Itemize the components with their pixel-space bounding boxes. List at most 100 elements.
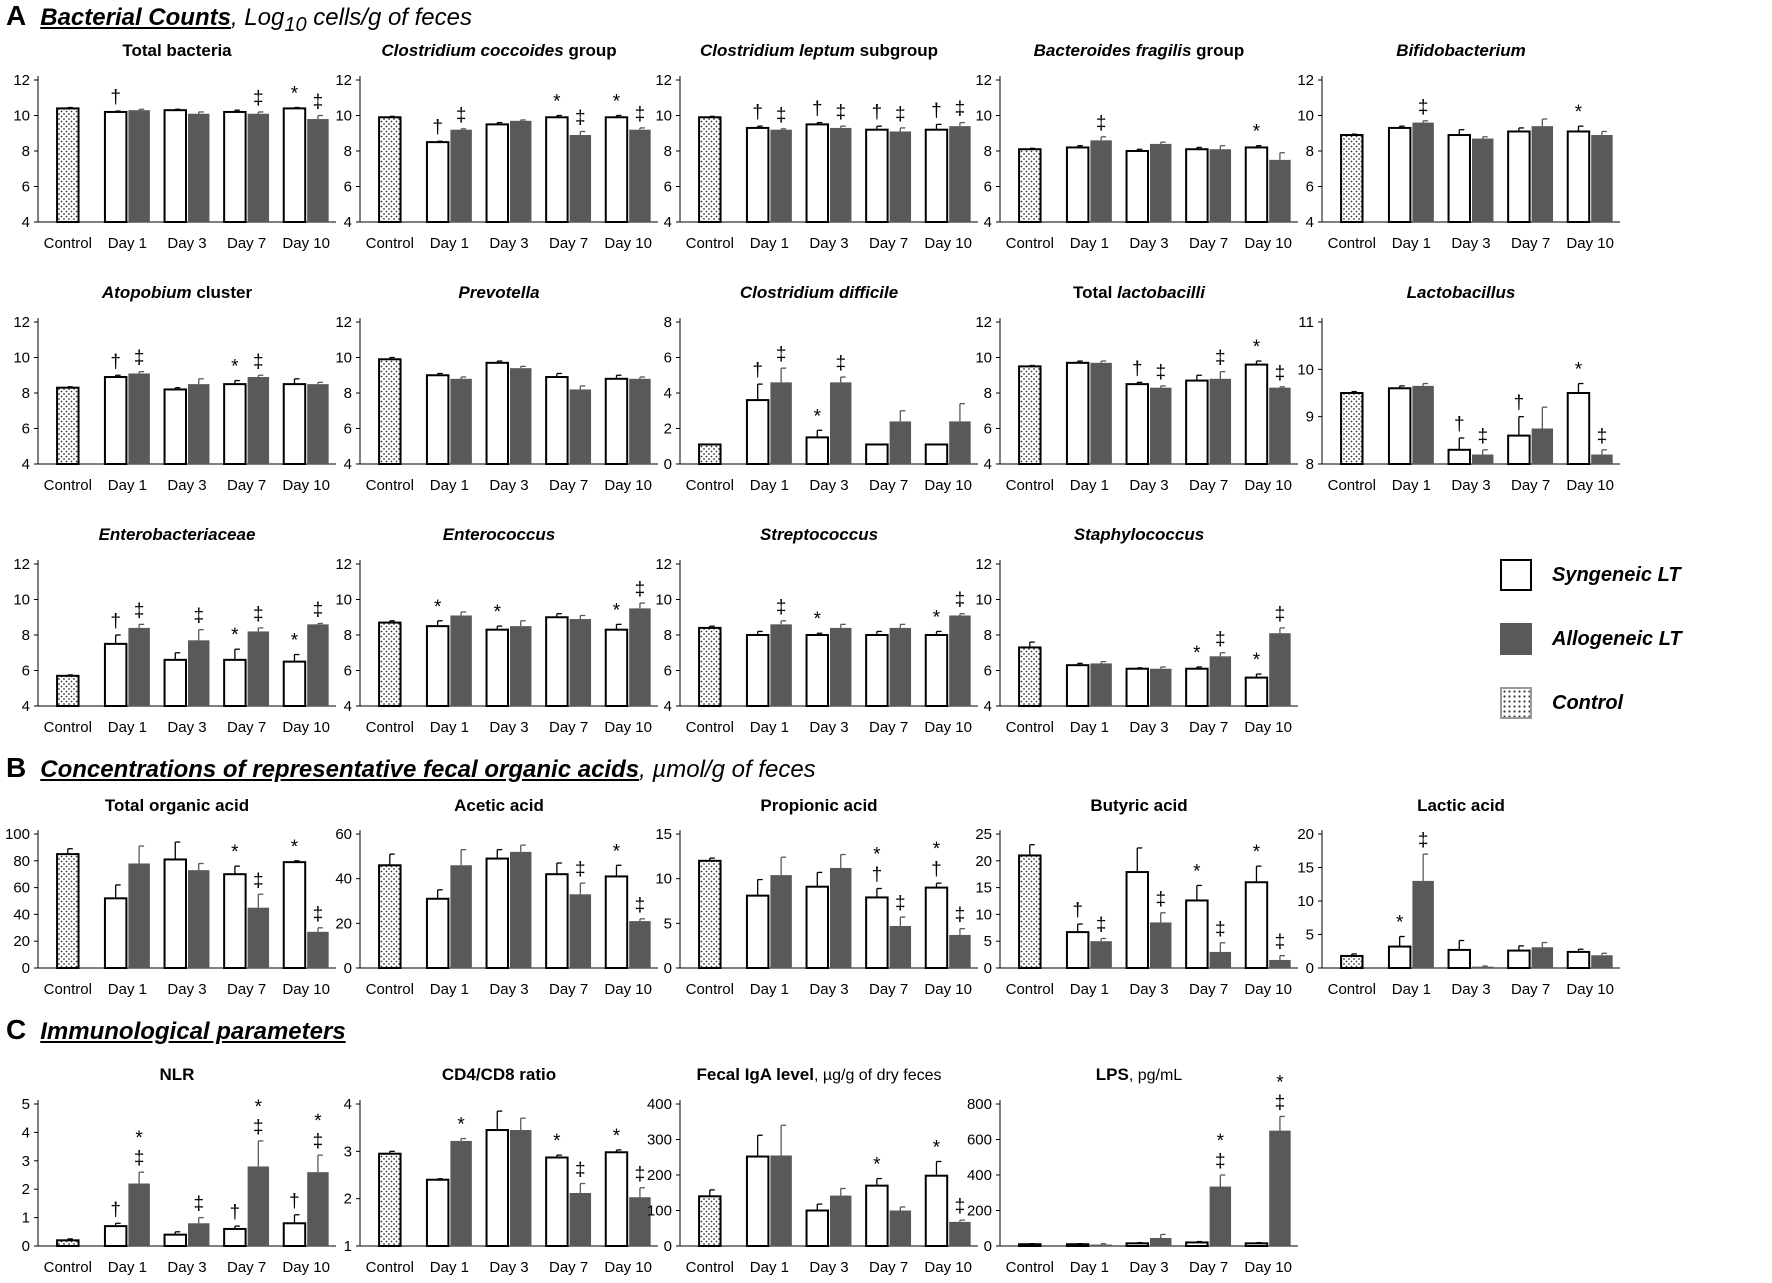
x-tick-label: Day 3 <box>167 981 206 998</box>
y-tick-label: 0 <box>1306 960 1314 977</box>
y-tick-label: 12 <box>13 72 30 89</box>
x-tick-label: Control <box>686 235 734 252</box>
significance-mark: ‡ <box>134 1148 145 1169</box>
bar-allogeneic <box>1090 941 1112 968</box>
significance-mark: ‡ <box>253 88 264 109</box>
y-tick-label: 10 <box>975 350 992 367</box>
bar-syngeneic <box>103 1225 128 1247</box>
bar-chart-panel: Clostridium difficile 0 2 4 6 8 Control Day 1 Da… <box>664 283 978 494</box>
legend-swatch-control <box>1500 687 1532 719</box>
bar-allogeneic <box>889 421 912 464</box>
significance-mark: * <box>1253 122 1261 143</box>
y-tick-label: 15 <box>1297 860 1314 877</box>
chart-title: Propionic acid <box>760 796 877 815</box>
chart-title: Staphylococcus <box>1074 525 1204 544</box>
bar-allogeneic <box>889 926 912 968</box>
bar-chart-panel: Clostridium coccoides group 4 6 8 10 12 Contro… <box>335 41 658 252</box>
bar-chart-panel: Prevotella 4 6 8 10 12 Control Day 1 Day 3 Day 7 D… <box>335 283 658 494</box>
bar-allogeneic <box>569 135 592 222</box>
bar-syngeneic <box>103 642 128 707</box>
x-tick-label: Day 10 <box>282 235 330 252</box>
x-tick-label: Day 7 <box>227 1259 266 1276</box>
bar-control <box>698 116 722 223</box>
significance-mark: † <box>1072 900 1083 921</box>
y-tick-label: 8 <box>22 385 30 402</box>
bar-syngeneic <box>865 896 889 970</box>
significance-mark: * <box>933 1138 941 1159</box>
x-tick-label: Day 7 <box>1189 719 1228 736</box>
significance-mark: ‡ <box>1215 1151 1226 1172</box>
x-tick-label: Day 10 <box>1244 235 1292 252</box>
bar-allogeneic <box>1090 140 1112 222</box>
significance-mark: * <box>314 1111 322 1132</box>
significance-mark: ‡ <box>955 590 966 611</box>
x-tick-label: Control <box>44 1259 92 1276</box>
bar-allogeneic <box>889 627 912 706</box>
bar-allogeneic <box>569 389 592 464</box>
bar-allogeneic <box>1209 1186 1232 1246</box>
significance-mark: ‡ <box>635 104 646 125</box>
y-tick-label: 10 <box>975 108 992 125</box>
chart-title: Lactic acid <box>1417 796 1505 815</box>
bar-syngeneic <box>223 658 247 707</box>
chart-title: Streptococcus <box>760 525 878 544</box>
bar-syngeneic <box>1447 948 1471 969</box>
bar-allogeneic <box>949 421 971 464</box>
x-tick-label: Day 3 <box>809 981 848 998</box>
bar-syngeneic <box>924 1174 949 1247</box>
chart-title: CD4/CD8 ratio <box>442 1065 556 1084</box>
chart-title: Fecal IgA level, µg/g of dry feces <box>697 1065 942 1084</box>
bar-syngeneic <box>485 628 510 707</box>
x-tick-label: Day 7 <box>869 981 908 998</box>
x-tick-label: Day 10 <box>604 235 652 252</box>
x-tick-label: Day 10 <box>1566 477 1614 494</box>
bar-syngeneic <box>163 109 188 223</box>
x-tick-label: Day 7 <box>549 981 588 998</box>
x-tick-label: Control <box>1006 477 1054 494</box>
bar-syngeneic <box>745 894 770 970</box>
x-tick-label: Day 1 <box>750 719 789 736</box>
bar-allogeneic <box>949 1221 971 1246</box>
y-tick-label: 6 <box>664 663 672 680</box>
x-tick-label: Day 3 <box>489 719 528 736</box>
bar-allogeneic <box>889 1210 912 1246</box>
y-tick-label: 0 <box>664 456 672 473</box>
section-letter: B <box>6 752 27 783</box>
bar-allogeneic <box>1209 378 1232 464</box>
x-tick-label: Control <box>44 719 92 736</box>
significance-mark: ‡ <box>575 1160 586 1181</box>
significance-mark: ‡ <box>1155 889 1166 910</box>
bar-chart-panel: CD4/CD8 ratio 1 2 3 4 Control Day 1 Day 3 Day 7 D… <box>344 1065 658 1276</box>
significance-mark: * <box>457 1115 465 1136</box>
bar-allogeneic <box>1591 135 1613 222</box>
significance-mark: * <box>814 609 822 630</box>
y-tick-label: 4 <box>22 1124 30 1141</box>
y-tick-label: 6 <box>1306 179 1314 196</box>
x-tick-label: Control <box>1006 981 1054 998</box>
bar-syngeneic <box>1065 664 1090 707</box>
bar-allogeneic <box>188 870 210 968</box>
bar-syngeneic <box>425 1178 450 1247</box>
chart-title: Clostridium leptum subgroup <box>700 41 938 60</box>
significance-mark: ‡ <box>253 1117 264 1138</box>
x-tick-label: Day 10 <box>1566 981 1614 998</box>
bar-syngeneic <box>1185 667 1209 707</box>
bar-syngeneic <box>1244 881 1269 969</box>
x-tick-label: Day 3 <box>1129 235 1168 252</box>
x-tick-label: Day 1 <box>1070 981 1109 998</box>
significance-mark: ‡ <box>1096 113 1107 134</box>
significance-mark: * <box>1217 1131 1225 1152</box>
x-tick-label: Day 7 <box>1189 1259 1228 1276</box>
y-tick-label: 12 <box>975 314 992 331</box>
bar-allogeneic <box>830 1195 852 1246</box>
significance-mark: * <box>434 597 442 618</box>
y-tick-label: 10 <box>975 592 992 609</box>
bar-syngeneic <box>1185 379 1209 466</box>
x-tick-label: Day 10 <box>924 235 972 252</box>
section-heading: Immunological parameters <box>40 1018 346 1045</box>
chart-title: Total lactobacilli <box>1073 283 1206 302</box>
x-tick-label: Day 10 <box>924 1259 972 1276</box>
x-tick-label: Day 10 <box>924 477 972 494</box>
bar-control <box>56 107 80 223</box>
x-tick-label: Day 7 <box>549 477 588 494</box>
